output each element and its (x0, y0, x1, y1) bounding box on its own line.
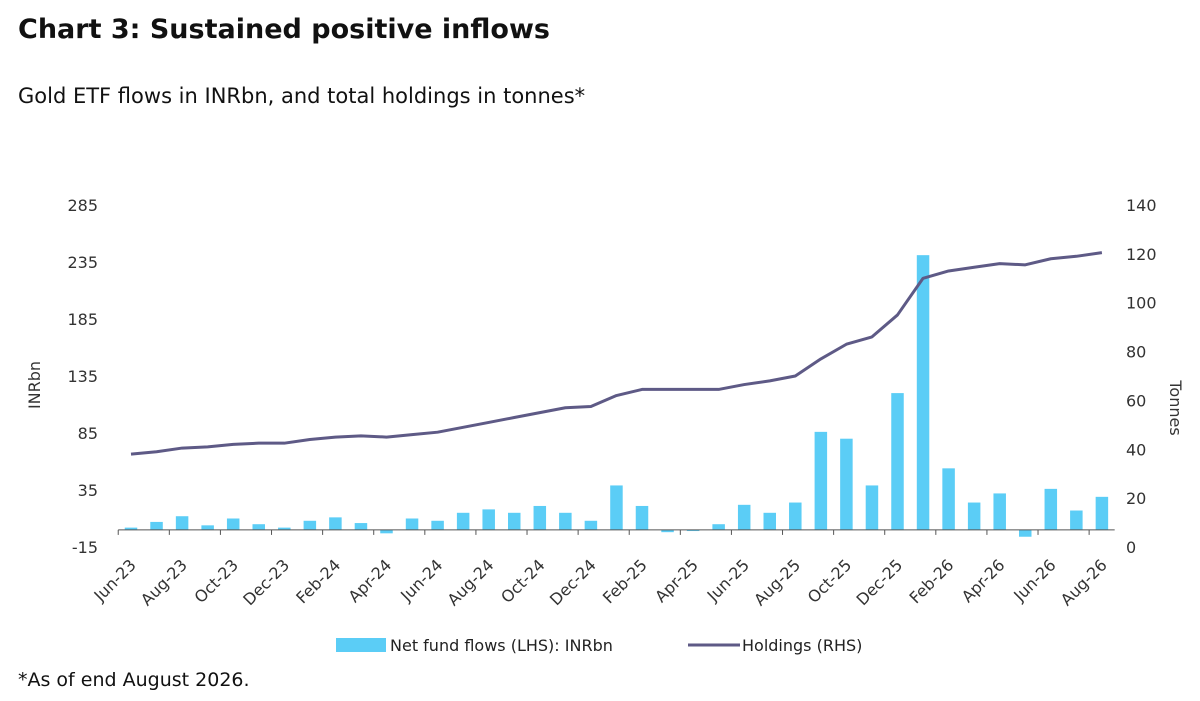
y-tick-label: 35 (78, 481, 98, 500)
flow-bar-Jan-25 (610, 485, 623, 530)
flow-bar-Oct-25 (840, 438, 853, 530)
flow-bar-Feb-26 (942, 468, 955, 530)
x-tick-label: Aug-23 (137, 555, 191, 609)
flow-bar-Apr-25 (686, 529, 700, 532)
flow-bar-Aug-23 (175, 516, 189, 530)
y2-tick-label: 80 (1126, 343, 1146, 362)
x-tick-label: Jun-23 (90, 555, 140, 605)
flow-bar-Feb-25 (635, 505, 649, 530)
flow-bar-Jul-25 (763, 512, 776, 530)
flow-bar-Mar-25 (661, 529, 674, 533)
x-tick-label: Feb-26 (905, 555, 957, 607)
holdings-line (130, 251, 1103, 456)
x-tick-marks (117, 529, 1090, 535)
flow-bar-May-26 (1019, 529, 1032, 537)
flow-bar-Jul-24 (456, 512, 470, 530)
flow-bar-May-24 (405, 518, 419, 530)
y-tick-labels-left: -15 35 85 135 185 235 285 (67, 196, 98, 557)
flow-bar-Sep-25 (814, 431, 828, 530)
x-tick-label: Jun-25 (703, 555, 753, 605)
legend: Net fund flows (LHS): INRbn Holdings (RH… (336, 636, 862, 655)
x-tick-label: Jun-26 (1009, 555, 1059, 605)
x-tick-label: Aug-26 (1057, 555, 1111, 609)
flow-bar-Feb-24 (329, 517, 342, 530)
flow-bar-Jul-26 (1070, 510, 1083, 530)
bars-group (124, 255, 1109, 537)
y-axis-title: INRbn (25, 361, 44, 409)
flow-bar-Jul-23 (150, 521, 163, 530)
x-tick-label: Apr-24 (345, 555, 396, 606)
x-tick-label: Dec-24 (546, 555, 600, 609)
x-tick-label: Jun-24 (396, 555, 446, 605)
y-tick-label: 135 (67, 367, 98, 386)
flow-bar-Dec-23 (278, 527, 291, 530)
flow-bar-Oct-23 (226, 518, 240, 530)
y-tick-label: -15 (72, 538, 98, 557)
flow-bar-Jan-26 (916, 255, 930, 530)
y2-tick-label: 20 (1126, 489, 1146, 508)
flow-bar-Aug-24 (482, 509, 495, 530)
flow-bar-Dec-24 (584, 520, 598, 530)
flow-bar-Dec-25 (891, 393, 904, 530)
legend-bar-label: Net fund flows (LHS): INRbn (390, 636, 613, 655)
flow-bar-Sep-23 (201, 525, 214, 530)
flow-bar-Oct-24 (533, 505, 547, 530)
x-tick-label: Feb-24 (292, 555, 344, 607)
y2-axis-title: Tonnes (1166, 379, 1185, 435)
chart-title: Chart 3: Sustained positive inflows (18, 14, 550, 45)
x-tick-label: Dec-23 (239, 555, 293, 609)
y2-tick-label: 100 (1126, 294, 1157, 313)
flow-bar-Nov-25 (865, 485, 879, 530)
x-tick-label: Oct-23 (191, 555, 242, 606)
flow-bar-May-25 (712, 524, 725, 530)
footnote: *As of end August 2026. (18, 669, 250, 691)
flow-bar-Mar-26 (967, 502, 981, 530)
x-tick-label: Oct-24 (497, 555, 548, 606)
y-tick-label: 185 (67, 310, 98, 329)
y2-tick-label: 0 (1126, 538, 1136, 557)
flow-bar-Mar-24 (354, 523, 368, 530)
flow-bar-Sep-24 (508, 512, 521, 530)
flow-bar-Nov-24 (559, 512, 572, 530)
chart-subtitle: Gold ETF flows in INRbn, and total holdi… (18, 84, 586, 108)
legend-bar-swatch (336, 638, 386, 652)
y-tick-label: 235 (67, 253, 98, 272)
y-tick-label: 85 (78, 424, 98, 443)
x-tick-label: Aug-24 (444, 555, 498, 609)
flow-bar-Nov-23 (252, 524, 265, 530)
flow-bar-Jan-24 (303, 520, 317, 530)
y-tick-label: 285 (67, 196, 98, 215)
flow-bar-Jun-26 (1044, 488, 1058, 530)
flow-bar-Apr-26 (993, 493, 1006, 530)
legend-line-label: Holdings (RHS) (742, 636, 862, 655)
flow-bar-Jun-24 (431, 520, 444, 530)
y2-tick-label: 140 (1126, 196, 1157, 215)
flow-bar-Apr-24 (380, 529, 393, 534)
flow-bar-Aug-26 (1095, 496, 1109, 530)
x-tick-label: Feb-25 (599, 555, 651, 607)
flow-bar-Jun-23 (124, 527, 138, 530)
y2-tick-label: 120 (1126, 245, 1157, 264)
x-tick-label: Dec-25 (853, 555, 907, 609)
flow-bar-Jun-25 (737, 504, 751, 530)
flow-bar-Aug-25 (789, 502, 802, 530)
x-tick-label: Apr-26 (958, 555, 1009, 606)
y2-tick-label: 60 (1126, 391, 1146, 410)
x-tick-label: Oct-25 (804, 555, 855, 606)
x-tick-label: Apr-25 (651, 555, 702, 606)
y-tick-labels-right: 0 20 40 60 80 100 120 140 (1126, 196, 1157, 557)
y2-tick-label: 40 (1126, 440, 1146, 459)
x-tick-label: Aug-25 (750, 555, 804, 609)
